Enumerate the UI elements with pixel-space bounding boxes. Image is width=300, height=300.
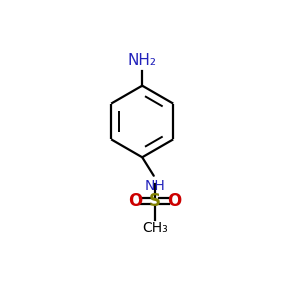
Text: NH: NH (145, 179, 165, 193)
Text: NH₂: NH₂ (128, 53, 157, 68)
Text: O: O (167, 192, 182, 210)
Text: S: S (149, 192, 161, 210)
Text: CH₃: CH₃ (142, 221, 168, 235)
Text: O: O (128, 192, 142, 210)
